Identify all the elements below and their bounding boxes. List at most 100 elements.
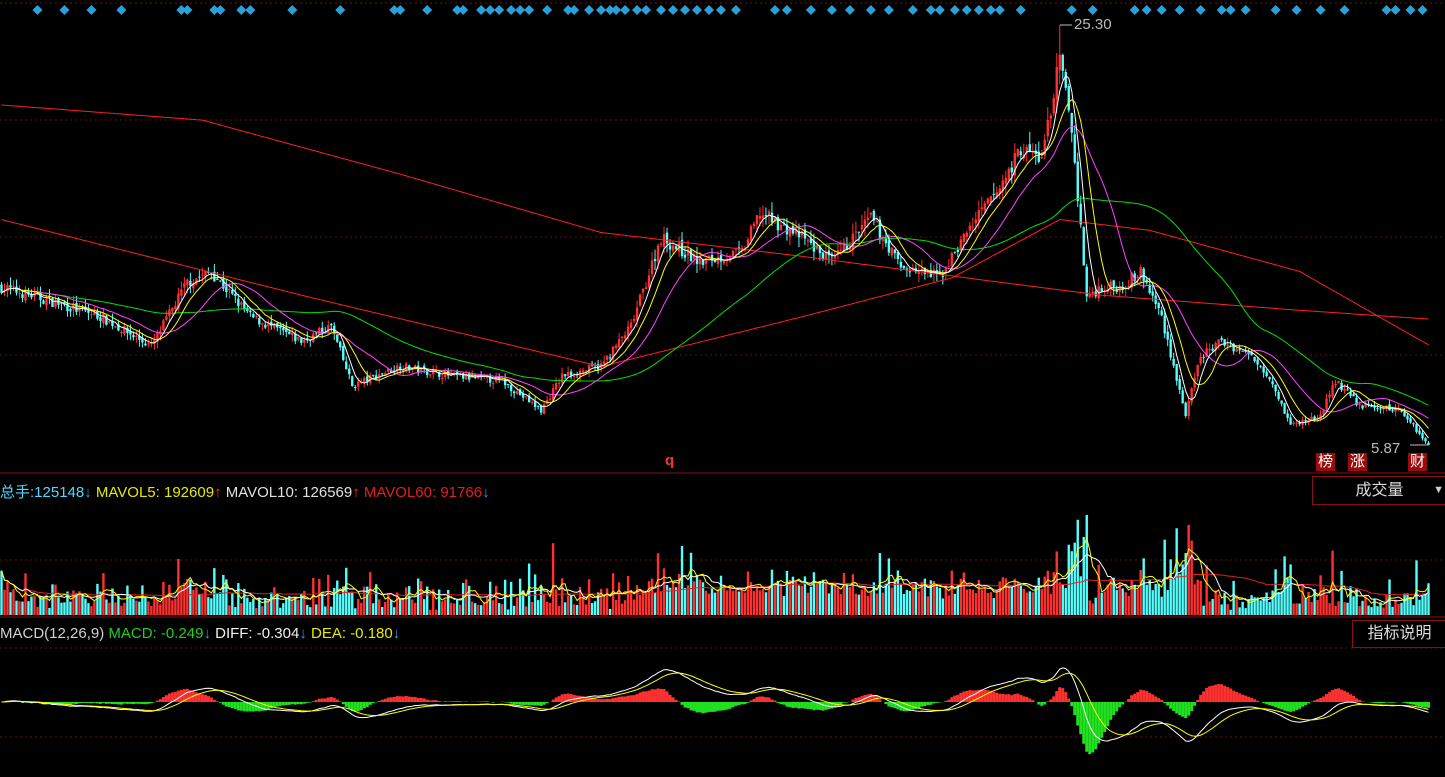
- macd-histogram-bar: [917, 702, 921, 708]
- volume-bar: [758, 590, 762, 615]
- indicator-selector[interactable]: 成交量 ▼: [1312, 476, 1445, 505]
- macd-histogram-bar: [533, 702, 537, 706]
- signal-marker: [656, 5, 667, 15]
- macd-histogram-bar: [929, 702, 933, 705]
- candle-body: [944, 268, 948, 274]
- volume-bar: [1394, 599, 1397, 615]
- candle-body: [764, 215, 768, 217]
- macd-histogram-bar: [935, 702, 939, 703]
- volume-bar: [1364, 596, 1367, 615]
- candle-body: [692, 253, 696, 259]
- macd-histogram-bar: [161, 697, 165, 702]
- diff-value: -0.304: [256, 625, 300, 642]
- signal-marker: [494, 5, 505, 15]
- candle-body: [1139, 267, 1142, 279]
- macd-histogram-bar: [1376, 702, 1380, 704]
- volume-bar: [243, 588, 246, 615]
- candle-body: [524, 396, 528, 398]
- volume-bar: [219, 592, 222, 615]
- macd-histogram-bar: [290, 702, 294, 705]
- volume-bar: [608, 608, 612, 615]
- candle-body: [423, 365, 426, 369]
- macd-histogram-bar: [359, 702, 363, 711]
- event-marker-q[interactable]: q: [665, 452, 675, 469]
- macd-histogram-bar: [449, 701, 453, 702]
- finance-tag[interactable]: 财: [1408, 453, 1428, 471]
- macd-histogram-bar: [854, 697, 858, 702]
- candle-body: [1076, 161, 1079, 202]
- candle-body: [437, 371, 441, 377]
- volume-bar: [641, 590, 645, 615]
- candle-body: [126, 327, 129, 334]
- macd-histogram-bar: [539, 702, 543, 706]
- macd-histogram-bar: [611, 698, 615, 702]
- volume-bar: [258, 597, 261, 615]
- macd-histogram-bar: [890, 702, 894, 708]
- candle-body: [1418, 430, 1421, 434]
- volume-bar: [629, 590, 633, 615]
- macd-histogram-bar: [101, 702, 105, 704]
- candle-body: [141, 338, 144, 343]
- candle-body: [704, 258, 708, 264]
- macd-histogram-bar: [557, 696, 561, 702]
- macd-histogram-bar: [149, 702, 153, 704]
- volume-bar: [396, 592, 399, 615]
- volume-bar: [845, 585, 849, 615]
- candle-body: [1070, 112, 1073, 133]
- volume-bar: [566, 595, 570, 615]
- macd-histogram-bar: [431, 700, 435, 702]
- candle-body: [132, 335, 135, 338]
- ranking-tag[interactable]: 榜: [1316, 453, 1336, 471]
- volume-bar: [321, 592, 324, 615]
- volume-bar: [1247, 599, 1250, 615]
- volume-bar: [1328, 603, 1331, 615]
- candle-body: [431, 370, 435, 375]
- macd-histogram-bar: [719, 702, 723, 711]
- candle-body: [282, 328, 285, 331]
- chevron-down-icon[interactable]: ▼: [1433, 484, 1444, 496]
- candle-body: [653, 259, 657, 261]
- macd-histogram-bar: [761, 696, 765, 702]
- candle-body: [869, 212, 873, 215]
- candle-body: [833, 254, 837, 259]
- macd-histogram-bar: [479, 701, 483, 702]
- macd-histogram-bar: [1022, 696, 1026, 702]
- volume-bar: [1268, 602, 1271, 615]
- candle-body: [647, 275, 651, 288]
- macd-histogram-bar: [1154, 696, 1158, 702]
- volume-bar: [1367, 605, 1370, 615]
- volume-bar: [207, 597, 210, 615]
- candle-body: [1115, 289, 1118, 292]
- macd-histogram-bar: [569, 694, 573, 702]
- signal-marker: [805, 5, 816, 15]
- candle-body: [1184, 402, 1187, 417]
- volume-bar: [494, 585, 498, 615]
- limit-up-tag[interactable]: 涨: [1348, 453, 1368, 471]
- volume-bar: [1058, 582, 1061, 615]
- candle-body: [138, 336, 141, 340]
- volume-bar: [659, 591, 663, 615]
- volume-bar: [1196, 579, 1199, 615]
- macd-histogram-bar: [389, 697, 393, 702]
- candle-body: [336, 334, 339, 342]
- candle-body: [812, 240, 816, 252]
- macd-histogram-bar: [284, 702, 288, 706]
- candle-body: [1283, 403, 1286, 414]
- volume-bar: [69, 601, 72, 615]
- candle-body: [863, 219, 867, 227]
- macd-histogram-bar: [260, 702, 264, 711]
- signal-marker: [86, 5, 97, 15]
- indicator-help-button[interactable]: 指标说明: [1352, 620, 1445, 648]
- volume-bar: [971, 589, 975, 615]
- macd-histogram-bar: [104, 702, 108, 704]
- volume-bar: [431, 589, 435, 615]
- macd-histogram-bar: [278, 702, 282, 706]
- volume-bar: [168, 584, 171, 615]
- volume-bar: [536, 600, 540, 615]
- volume-bar: [27, 601, 30, 615]
- signal-marker: [973, 5, 984, 15]
- volume-bar: [1385, 594, 1388, 615]
- macd-histogram-bar: [1106, 702, 1110, 727]
- volume-bar: [539, 585, 543, 615]
